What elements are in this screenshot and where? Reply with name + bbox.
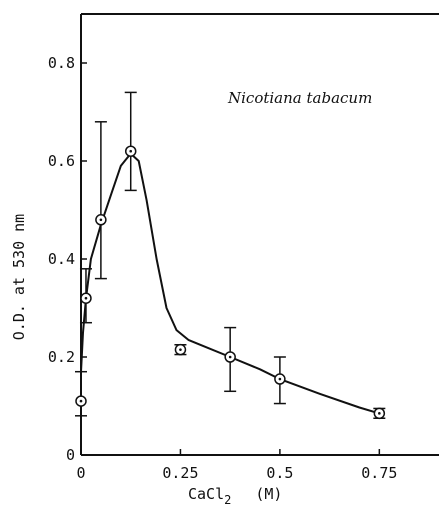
data-marker-dot <box>129 149 133 153</box>
y-tick-label: 0.6 <box>48 152 75 170</box>
annotation: Nicotiana tabacum <box>227 89 372 107</box>
x-axis-label-base: CaCl <box>188 485 224 503</box>
data-marker-dot <box>99 218 103 222</box>
data-point <box>75 370 87 417</box>
x-axis-label-unit: (M) <box>255 485 282 503</box>
x-axis-label: CaCl2 (M) <box>188 485 282 507</box>
data-point <box>224 326 237 393</box>
data-point <box>373 407 386 420</box>
data-marker-dot <box>278 377 282 381</box>
data-marker-dot <box>378 412 381 415</box>
data-point <box>124 91 137 192</box>
x-tick-label: 0.5 <box>266 464 293 482</box>
data-point <box>174 343 187 356</box>
data-point <box>273 356 286 405</box>
y-axis-label: O.D. at 530 nm <box>10 214 28 340</box>
data-point <box>79 268 92 324</box>
data-marker-dot <box>179 348 182 351</box>
fit-curve-layer <box>80 152 380 415</box>
y-tick-label: 0 <box>66 446 75 464</box>
ticks-layer: 0 0.2 0.4 0.6 0.8 0 0.25 0.5 0.75 <box>48 54 397 482</box>
plot-frame <box>80 13 439 456</box>
y-tick-label: 0.8 <box>48 54 75 72</box>
y-tick-label: 0.4 <box>48 250 75 268</box>
y-tick-label: 0.2 <box>48 348 75 366</box>
data-marker-dot <box>79 399 83 403</box>
x-tick-label: 0.25 <box>162 464 198 482</box>
x-axis-label-sub: 2 <box>224 493 231 507</box>
fit-curve-line <box>80 152 380 415</box>
data-points-layer <box>75 91 386 420</box>
data-point <box>94 121 107 280</box>
data-marker-dot <box>228 355 232 359</box>
x-tick-label: 0.75 <box>361 464 397 482</box>
x-tick-label: 0 <box>76 464 85 482</box>
data-marker-dot <box>84 296 88 300</box>
